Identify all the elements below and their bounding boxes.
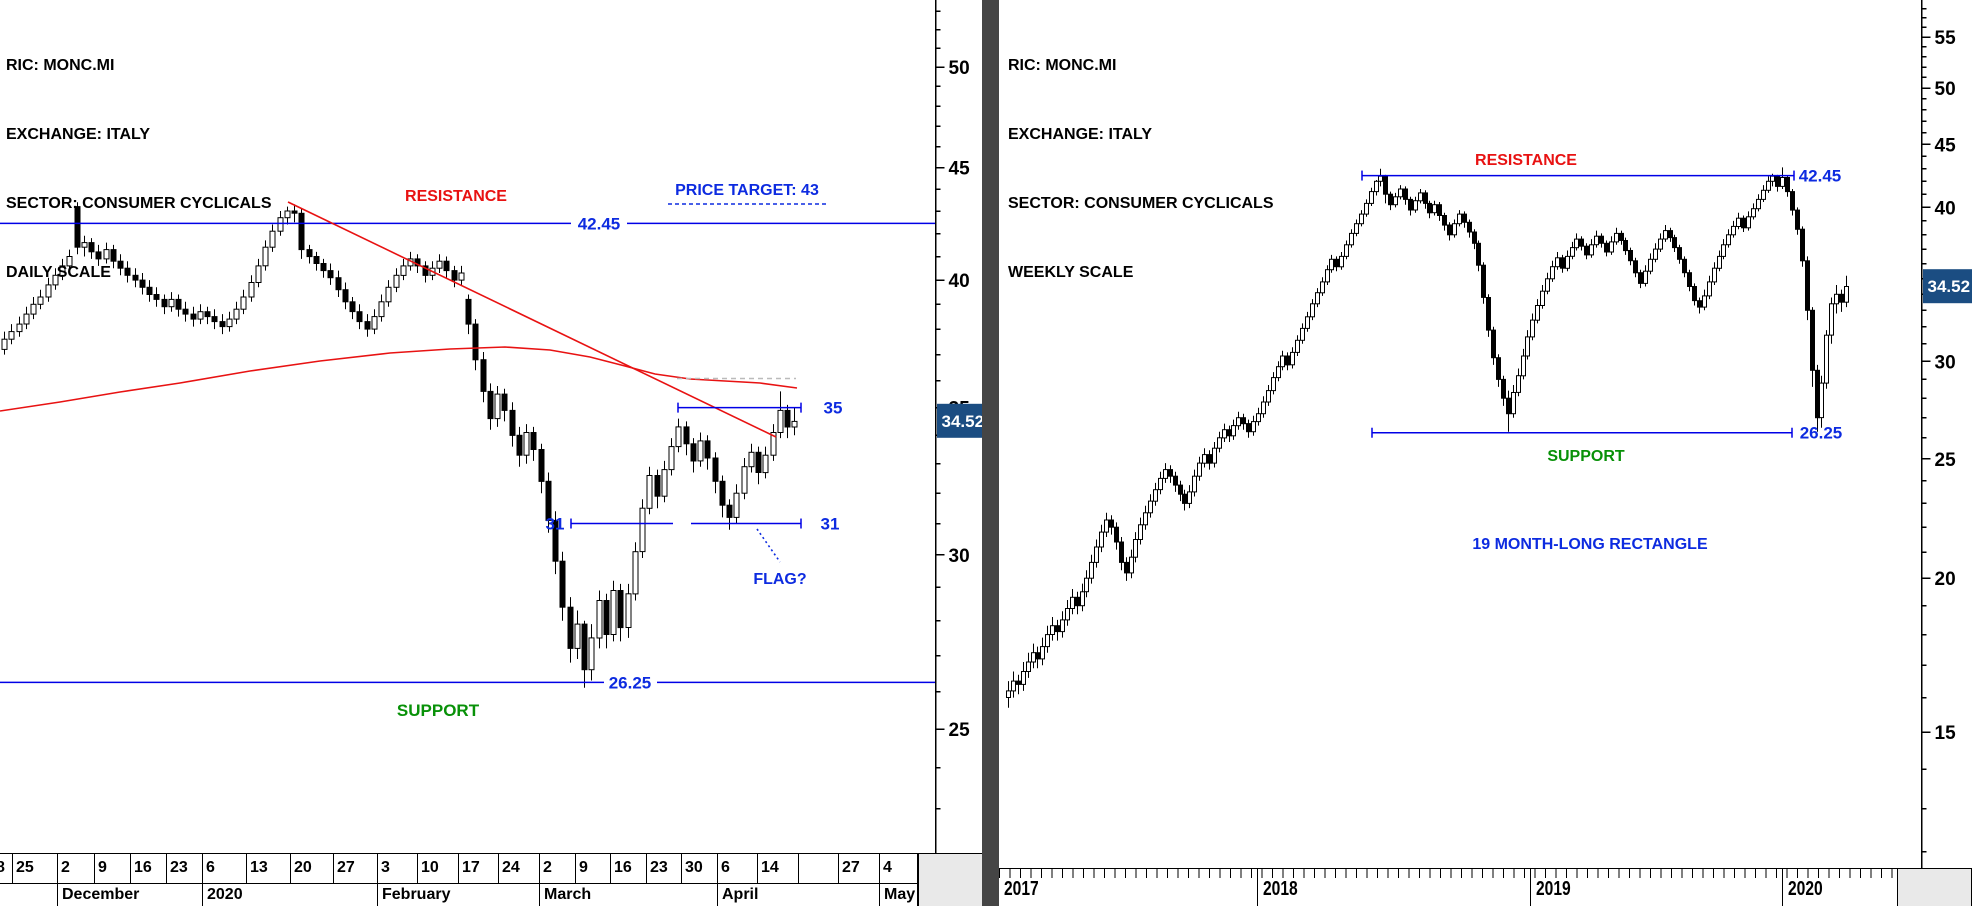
svg-text:31: 31 (546, 515, 565, 534)
weekly-price-axis: 152025303540455055 (1920, 0, 1957, 868)
date-cell: 2 (58, 854, 95, 883)
svg-text:35: 35 (824, 399, 843, 418)
weekly-chart-header: RIC: MONC.MI EXCHANGE: ITALY SECTOR: CON… (1008, 8, 1274, 330)
svg-text:34.52: 34.52 (1928, 277, 1971, 296)
date-cell: 16 (611, 854, 647, 883)
axis-filler (1898, 869, 1972, 906)
date-cell: 17 (459, 854, 499, 883)
weekly-candles (1006, 167, 1849, 708)
svg-text:34.52: 34.52 (942, 412, 985, 431)
svg-text:25: 25 (949, 720, 971, 741)
date-cell: 27 (839, 854, 880, 883)
date-cell: 6 (203, 854, 247, 883)
svg-text:42.45: 42.45 (578, 214, 621, 233)
weekly-annotations: RESISTANCE 42.45 26.25 SUPPORT 19 MONTH-LONG… (1361, 152, 1843, 553)
month-cell: March (540, 883, 718, 906)
daily-candles (1, 202, 798, 688)
date-cell: 14 (758, 854, 799, 883)
svg-text:19 MONTH-LONG RECTANGLE: 19 MONTH-LONG RECTANGLE (1472, 536, 1708, 553)
year-label: 2020 (1788, 878, 1823, 900)
date-cell: 16 (131, 854, 167, 883)
header-sector: SECTOR: CONSUMER CYCLICALS (1008, 195, 1274, 212)
month-cell: February (378, 883, 540, 906)
month-cell: 2020 (203, 883, 378, 906)
weekly-chart: 152025303540455055RESISTANCE42.4526.25SU… (1006, 0, 1972, 868)
axis-filler (918, 854, 985, 906)
year-cell: 2019 (1531, 869, 1783, 906)
svg-text:RESISTANCE: RESISTANCE (405, 188, 507, 205)
svg-text:31: 31 (821, 515, 840, 534)
date-cell: 25 (13, 854, 58, 883)
header-ric: RIC: MONC.MI (1008, 57, 1117, 74)
svg-text:45: 45 (1935, 135, 1957, 156)
year-cell: 2017 (999, 869, 1258, 906)
panel-divider[interactable] (982, 0, 999, 906)
date-cell: 27 (334, 854, 378, 883)
date-cell: 3 (378, 854, 418, 883)
svg-text:SUPPORT: SUPPORT (397, 701, 480, 720)
svg-text:SUPPORT: SUPPORT (1547, 448, 1625, 465)
date-cell: 10 (418, 854, 459, 883)
header-ric: RIC: MONC.MI (6, 57, 115, 74)
date-cell (799, 854, 839, 883)
date-cell: 30 (682, 854, 718, 883)
date-cell: 4 (880, 854, 918, 883)
year-label: 2019 (1536, 878, 1571, 900)
daily-annotations: 42.45 RESISTANCE PRICE TARGET: 43 35 31 31 FLA… (0, 182, 935, 720)
svg-text:45: 45 (949, 159, 971, 180)
svg-text:50: 50 (949, 58, 970, 79)
weekly-last-price-badge: 34.52 (1923, 269, 1972, 304)
date-cell: 13 (247, 854, 291, 883)
year-cell: 2020 (1783, 869, 1898, 906)
date-cell: 23 (167, 854, 203, 883)
weekly-chart-year-axis: 2017 2018 2019 2020 (999, 868, 1972, 906)
svg-text:25: 25 (1935, 450, 1957, 471)
header-scale: WEEKLY SCALE (1008, 264, 1134, 281)
header-sector: SECTOR: CONSUMER CYCLICALS (6, 195, 272, 212)
daily-last-price-badge: 34.52 (937, 403, 986, 438)
month-cell (0, 883, 58, 906)
svg-text:26.25: 26.25 (1800, 424, 1843, 443)
svg-text:20: 20 (1935, 569, 1956, 590)
year-label: 2017 (1004, 878, 1039, 900)
daily-chart: 25 30 35 40 45 50 42.45 RESISTANCE PRICE TARGET:… (0, 0, 986, 853)
date-cell: 9 (95, 854, 131, 883)
week-ticks (999, 869, 1921, 878)
svg-text:40: 40 (1935, 198, 1956, 219)
date-cell: 2 (540, 854, 576, 883)
year-cell: 2018 (1258, 869, 1531, 906)
date-cell: 23 (647, 854, 682, 883)
year-label: 2018 (1263, 878, 1298, 900)
month-cell: April (718, 883, 880, 906)
svg-text:40: 40 (949, 271, 970, 292)
svg-text:26.25: 26.25 (609, 673, 652, 692)
svg-text:50: 50 (1935, 79, 1956, 100)
svg-text:FLAG?: FLAG? (753, 571, 806, 588)
date-cell: 6 (718, 854, 758, 883)
svg-text:42.45: 42.45 (1799, 167, 1842, 186)
month-cell: May (880, 883, 918, 906)
month-cell: December (58, 883, 203, 906)
date-cell: 20 (291, 854, 334, 883)
header-exchange: EXCHANGE: ITALY (6, 126, 151, 143)
header-exchange: EXCHANGE: ITALY (1008, 126, 1153, 143)
svg-text:15: 15 (1935, 723, 1957, 744)
svg-text:RESISTANCE: RESISTANCE (1475, 152, 1577, 169)
svg-text:30: 30 (949, 546, 970, 567)
daily-chart-header: RIC: MONC.MI EXCHANGE: ITALY SECTOR: CON… (6, 8, 272, 330)
date-cell: 24 (499, 854, 540, 883)
svg-text:55: 55 (1935, 28, 1957, 49)
header-scale: DAILY SCALE (6, 264, 111, 281)
svg-text:30: 30 (1935, 352, 1956, 373)
svg-text:PRICE TARGET: 43: PRICE TARGET: 43 (675, 182, 819, 199)
date-cell: 8 (0, 854, 13, 883)
date-cell: 9 (576, 854, 611, 883)
daily-chart-date-axis: 8252916236132027310172429162330614274Dec… (0, 853, 985, 906)
